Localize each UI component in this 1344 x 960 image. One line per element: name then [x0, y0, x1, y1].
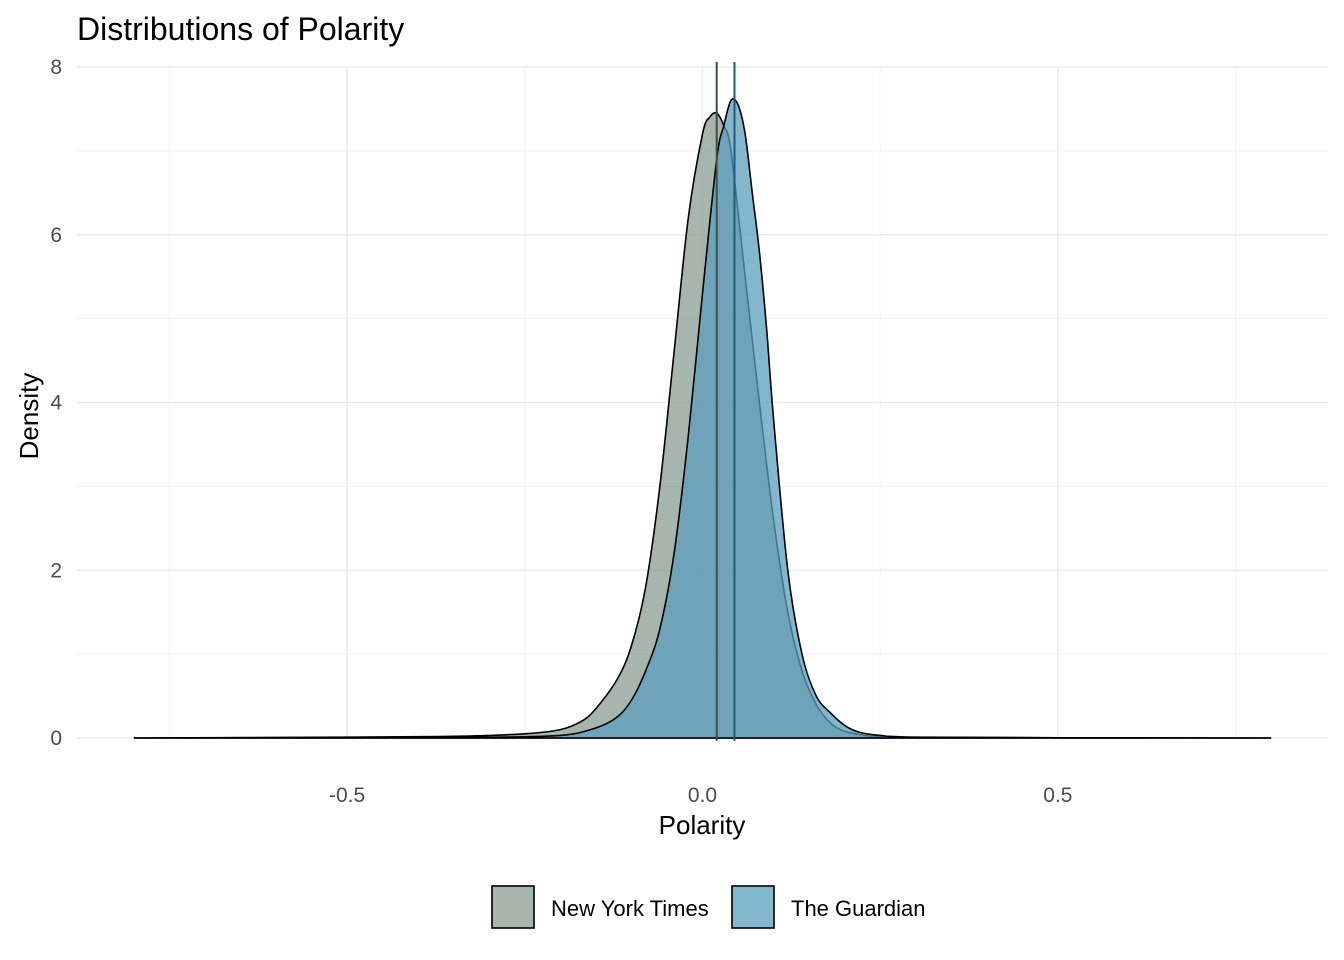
- x-axis-ticks: -0.5 0.0 0.5: [329, 784, 1072, 807]
- y-tick-label: 6: [50, 224, 62, 247]
- y-axis-title: Density: [14, 373, 44, 460]
- density-areas: [133, 98, 1272, 739]
- legend-label-nyt: New York Times: [551, 896, 709, 921]
- legend: New York Times The Guardian: [491, 885, 926, 929]
- density-area-guardian: [133, 98, 1272, 739]
- x-tick-label: 0.5: [1043, 784, 1072, 807]
- chart-title: Distributions of Polarity: [77, 11, 404, 47]
- y-tick-label: 8: [50, 56, 62, 79]
- y-tick-label: 2: [50, 559, 62, 582]
- x-tick-label: 0.0: [688, 784, 717, 807]
- legend-key-guardian: [731, 885, 775, 929]
- y-tick-label: 0: [50, 727, 62, 750]
- x-axis-title: Polarity: [659, 810, 746, 840]
- y-axis-ticks: 0 2 4 6 8: [50, 56, 62, 750]
- legend-label-guardian: The Guardian: [791, 896, 926, 921]
- x-tick-label: -0.5: [329, 784, 365, 807]
- mean-lines: [715, 62, 736, 741]
- y-tick-label: 4: [50, 392, 62, 415]
- legend-key-nyt: [491, 885, 535, 929]
